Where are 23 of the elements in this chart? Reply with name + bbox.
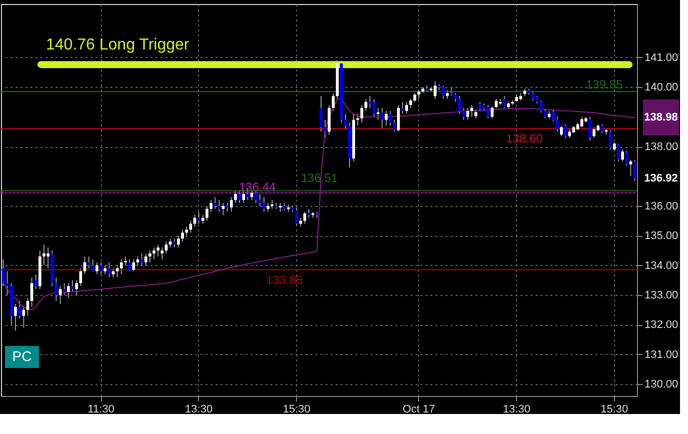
y-tick-label: 140.00 [644,82,678,94]
x-tick-label: 13:30 [185,404,213,416]
ref-line-label: 140.76 Long Trigger [46,36,190,54]
y-tick-label: 138.00 [644,141,678,154]
annotation: PC [12,348,32,364]
y-tick-label: 133.00 [644,290,678,302]
y-tick-label: 136.00 [644,200,678,212]
x-tick-label: 11:30 [88,404,114,416]
ref-line-label: 133.85 [266,272,304,287]
y-tick-label: 130.00 [644,378,678,391]
y-tick-label: 131.00 [644,348,678,361]
ref-line-label: 138.60 [506,132,544,146]
y-tick-label: 132.00 [644,319,678,332]
text: 138.98 [644,111,678,124]
ref-line-label: 139.85 [586,78,624,92]
y-tick-label: 134.00 [644,260,678,272]
x-tick-label: 15:30 [282,404,310,416]
text: 136.92 [644,172,678,185]
y-tick-label: 141.00 [644,52,678,64]
y-tick-label: 135.00 [644,230,678,242]
x-tick-label: 15:30 [600,404,628,416]
x-tick-label: Oct 17 [402,404,436,416]
x-tick-label: 13:30 [502,404,530,416]
